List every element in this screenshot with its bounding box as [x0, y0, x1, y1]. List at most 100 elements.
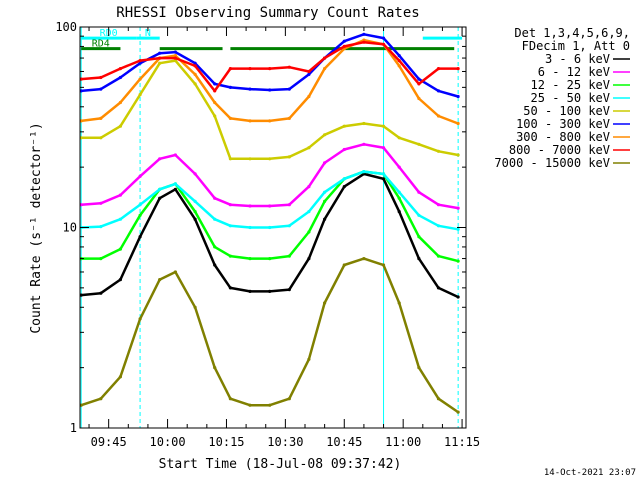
data-point-7-14: [342, 44, 346, 49]
data-point-5-20: [456, 94, 460, 99]
data-point-8-11: [287, 397, 291, 401]
data-point-5-11: [287, 87, 291, 91]
data-point-4-15: [362, 121, 366, 126]
data-point-4-13: [323, 133, 327, 137]
data-point-3-12: [307, 210, 311, 214]
data-point-3-14: [342, 177, 346, 181]
data-point-7-12: [307, 69, 311, 74]
data-point-0-4: [158, 196, 162, 200]
data-point-7-5: [173, 56, 177, 60]
data-point-0-19: [436, 286, 441, 290]
flag-label-3: RD4: [92, 39, 110, 50]
data-point-8-19: [436, 397, 441, 401]
series-line-0: [81, 172, 459, 299]
data-point-6-17: [397, 64, 401, 68]
data-point-8-3: [138, 317, 142, 321]
data-point-5-10: [268, 88, 272, 92]
legend: Det 1,3,4,5,6,9, FDecim 1, Att 0 3 - 6 k…: [494, 26, 630, 170]
data-point-8-12: [307, 357, 311, 361]
data-point-7-6: [193, 64, 197, 68]
data-point-6-6: [193, 72, 197, 76]
data-point-4-4: [158, 61, 162, 65]
data-point-4-5: [173, 59, 177, 63]
data-point-5-2: [118, 75, 122, 80]
data-point-0-20: [456, 295, 460, 299]
data-point-2-11: [287, 254, 291, 258]
data-point-1-3: [138, 174, 142, 178]
data-point-2-20: [456, 259, 460, 263]
data-point-2-18: [417, 235, 421, 239]
data-point-7-1: [99, 75, 103, 80]
data-point-3-6: [193, 199, 197, 203]
data-point-5-9: [248, 87, 252, 91]
data-point-5-3: [138, 61, 142, 65]
x-tick-label-5: 11:00: [385, 435, 421, 449]
data-point-0-3: [138, 235, 142, 239]
data-point-1-2: [118, 193, 122, 197]
x-axis-ticks: 09:45 10:00 10:15 10:30 10:45 11:00 11:15: [88, 27, 480, 449]
data-point-7-17: [397, 59, 401, 63]
data-point-7-15: [362, 40, 366, 44]
data-point-4-14: [342, 124, 346, 128]
data-point-2-9: [248, 257, 252, 261]
data-point-0-8: [228, 286, 232, 290]
data-point-3-20: [456, 227, 460, 231]
data-point-7-20: [456, 67, 460, 71]
data-point-7-11: [287, 65, 291, 69]
series-line-1: [81, 143, 459, 210]
y-tick-label-1: 10: [63, 221, 77, 235]
data-point-8-16: [381, 263, 386, 267]
data-point-6-10: [268, 119, 272, 123]
data-point-2-1: [99, 257, 103, 261]
data-point-4-1: [99, 136, 103, 140]
data-point-6-18: [417, 96, 421, 101]
data-point-1-11: [287, 203, 291, 207]
data-point-6-13: [323, 67, 327, 71]
x-tick-label-4: 10:45: [326, 435, 362, 449]
x-tick-label-2: 10:15: [208, 435, 244, 449]
data-point-4-16: [381, 124, 386, 128]
data-point-2-19: [436, 254, 441, 258]
data-point-7-19: [436, 67, 441, 71]
data-point-5-18: [417, 77, 421, 81]
flag-label-1: N: [145, 28, 151, 39]
y-tick-label-0: 1: [70, 421, 77, 435]
data-point-6-5: [173, 54, 177, 58]
x-tick-label-0: 09:45: [91, 435, 127, 449]
data-point-8-8: [228, 397, 232, 401]
legend-header-line-2: FDecim 1, Att 0: [522, 39, 630, 53]
data-point-3-15: [362, 170, 366, 174]
data-point-0-18: [417, 257, 421, 261]
data-point-1-18: [417, 190, 421, 194]
data-point-0-5: [173, 187, 177, 191]
data-point-4-19: [436, 149, 441, 153]
data-point-8-20: [456, 410, 460, 414]
y-tick-label-2: 100: [55, 20, 77, 34]
legend-header-line-1: Det 1,3,4,5,6,9,: [514, 26, 630, 40]
data-point-4-20: [456, 153, 460, 157]
data-point-4-11: [287, 155, 291, 159]
data-point-4-3: [138, 93, 142, 97]
data-point-8-4: [158, 278, 162, 282]
footer-timestamp: 14-Oct-2021 23:07: [544, 468, 636, 478]
data-point-0-2: [118, 278, 122, 282]
data-point-0-10: [268, 289, 272, 293]
data-point-4-17: [397, 136, 401, 140]
legend-label-0: 3 - 6 keV: [545, 52, 610, 66]
data-point-7-13: [323, 56, 327, 60]
x-tick-label-6: 11:15: [444, 435, 480, 449]
data-point-5-15: [362, 32, 366, 36]
data-point-7-10: [268, 67, 272, 71]
data-point-2-17: [397, 196, 401, 200]
data-point-2-7: [213, 245, 217, 249]
data-point-0-6: [193, 217, 197, 221]
data-point-7-18: [417, 82, 421, 86]
data-point-0-9: [248, 289, 252, 293]
data-point-0-1: [99, 291, 103, 295]
data-point-3-16: [381, 172, 386, 176]
data-point-8-1: [99, 397, 103, 401]
data-point-0-11: [287, 288, 291, 292]
data-point-4-2: [118, 124, 122, 128]
series-lines: [79, 32, 460, 414]
data-point-5-12: [307, 72, 311, 76]
